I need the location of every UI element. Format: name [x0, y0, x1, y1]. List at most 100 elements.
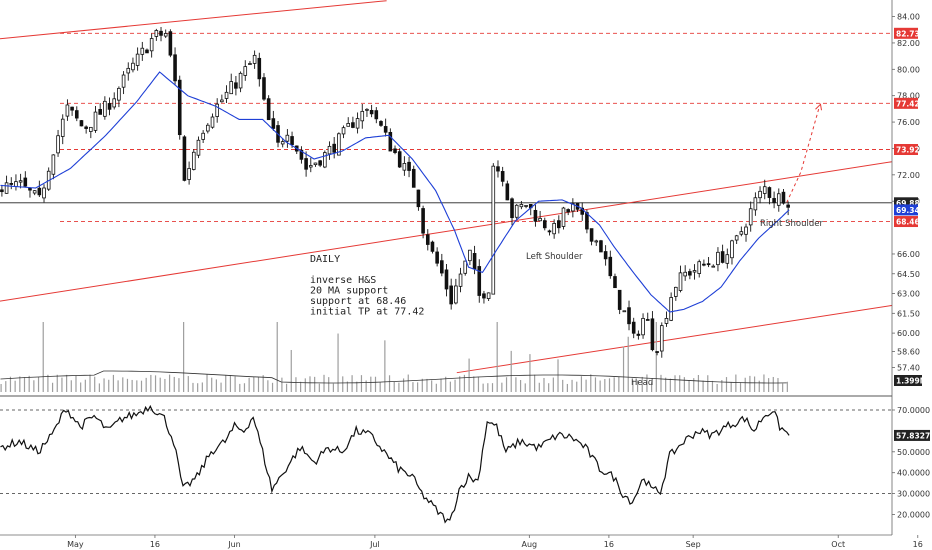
candle-body [561, 207, 566, 227]
volume-bar [295, 377, 297, 392]
volume-bar [197, 383, 199, 392]
volume-bar [168, 374, 171, 392]
volume-bar [75, 375, 77, 392]
candle-body [416, 189, 421, 208]
volume-bar [271, 382, 274, 392]
volume-bar [608, 378, 611, 392]
volume-bar [421, 378, 423, 392]
candle-body [360, 110, 365, 122]
candle-body [220, 99, 224, 103]
candle-body [332, 143, 336, 153]
volume-bar [173, 376, 175, 392]
trendline-channel-bottom [456, 304, 892, 374]
volume-bar [131, 379, 133, 392]
volume-badge [894, 375, 922, 386]
volume-bar [735, 374, 737, 392]
volume-bar [243, 383, 246, 392]
candle-body [32, 190, 37, 194]
candle-body [725, 254, 730, 264]
candle-body [79, 120, 84, 127]
candle-body [430, 241, 435, 252]
candle-body [435, 251, 439, 264]
candle-body [121, 74, 126, 88]
volume-bar [150, 374, 152, 392]
price-tick-label: 58.60 [897, 348, 920, 357]
volume-bar [655, 322, 657, 392]
volume-bar [632, 380, 634, 392]
price-tick-label: 61.50 [897, 309, 920, 318]
candle-body [781, 191, 786, 204]
volume-bar [707, 375, 709, 392]
forecast-arrowhead [815, 103, 822, 111]
price-badge-label: 68.46 [896, 218, 920, 227]
time-tick-label: Jun [227, 540, 241, 549]
volume-bar [622, 346, 625, 392]
candle-body [252, 54, 257, 64]
volume-bar [463, 374, 466, 392]
candle-body [9, 183, 14, 185]
candle-body [341, 127, 346, 135]
price-tick-label: 76.00 [897, 118, 920, 127]
volume-bar [524, 383, 526, 392]
candle-body [313, 162, 318, 166]
volume-bar [543, 377, 545, 392]
candle-body [65, 104, 70, 117]
volume-bar [211, 377, 213, 392]
price-tick-label: 63.00 [897, 290, 920, 299]
rsi-tick-label: 50.0000 [897, 448, 930, 457]
rsi-line [0, 404, 790, 524]
candle-body [229, 81, 234, 95]
volume-bar [206, 374, 208, 392]
candle-body [449, 285, 453, 305]
candle-body [762, 186, 767, 194]
candle-body [645, 319, 650, 321]
candle-body [266, 98, 271, 121]
volume-bar [346, 381, 349, 392]
candle-body [383, 126, 388, 133]
candle-body [688, 271, 692, 276]
volume-bar [234, 376, 236, 392]
volume-bar [594, 377, 597, 392]
volume-bar [201, 382, 203, 392]
candle-body [468, 249, 472, 262]
candle-body [201, 132, 205, 140]
time-tick-label: 16 [604, 540, 614, 549]
rsi-tick-label: 20.0000 [897, 511, 930, 520]
candle-body [177, 79, 182, 136]
candle-body [28, 187, 32, 191]
price-badge [894, 197, 918, 209]
volume-bar [314, 376, 316, 392]
candle-body [510, 198, 514, 219]
volume-bar [402, 378, 405, 392]
candle-body [674, 286, 678, 297]
rsi-tick-label: 30.0000 [897, 490, 930, 499]
candle-body [454, 285, 458, 304]
volume-bar [28, 375, 30, 392]
volume-bar [187, 376, 189, 392]
volume-bar [262, 375, 264, 392]
note-line: 20 MA support [310, 286, 388, 297]
candle-body [734, 235, 739, 241]
time-tick-label: 16 [913, 540, 923, 549]
volume-bar [534, 374, 536, 392]
candle-body [379, 121, 383, 126]
candle-body [98, 109, 102, 115]
candle-body [566, 209, 570, 213]
volume-bar [192, 382, 194, 392]
volume-bar [276, 322, 278, 392]
volume-bar [398, 382, 400, 392]
volume-bar [337, 333, 339, 392]
rsi-value-badge [894, 429, 930, 441]
volume-bar [557, 359, 559, 392]
volume-bar [84, 379, 86, 392]
candle-body [285, 134, 290, 142]
candle-body [191, 151, 196, 170]
candle-body [234, 82, 238, 89]
volume-bar [51, 382, 54, 392]
volume-bar [103, 378, 105, 392]
candle-body [70, 106, 74, 111]
volume-bar [300, 381, 302, 392]
volume-bar [501, 382, 503, 392]
volume-bar [721, 380, 723, 392]
